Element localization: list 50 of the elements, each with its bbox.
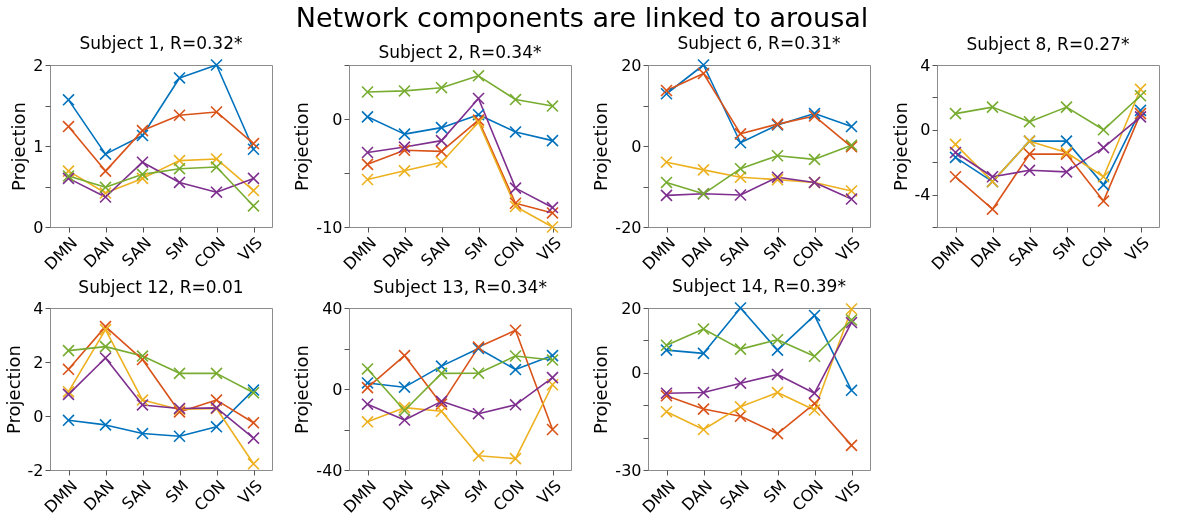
chart-title: Subject 13, R=0.34* — [373, 277, 547, 297]
y-tick-label: 0 — [332, 379, 343, 399]
y-tick-label: -2 — [27, 460, 44, 480]
y-axis-title: Projection — [590, 101, 612, 192]
x-tick-label: SM — [1048, 233, 1080, 264]
x-tick-label: SM — [759, 233, 791, 264]
x-tick-label: SM — [161, 476, 193, 507]
chart-title: Subject 6, R=0.31* — [677, 33, 841, 54]
y-tick-label: 4 — [920, 55, 931, 75]
y-tick-label: 0 — [631, 136, 642, 156]
x-tick-label: VIS — [533, 233, 566, 265]
x-tick-label: SM — [460, 233, 492, 264]
chart-title: Subject 2, R=0.34* — [378, 41, 542, 62]
x-tick-label: VIS — [533, 476, 566, 508]
x-tick-label: VIS — [234, 476, 267, 508]
y-tick-label: 20 — [621, 55, 642, 75]
y-axis-title: Projection — [889, 101, 911, 192]
x-tick-label: SM — [460, 476, 492, 507]
x-tick-label: SM — [161, 233, 193, 264]
x-tick-label: VIS — [234, 233, 267, 265]
chart-title: Subject 12, R=0.01 — [78, 277, 244, 297]
y-tick-label: -20 — [615, 217, 642, 237]
x-tick-label: SM — [759, 476, 791, 507]
chart-title: Subject 14, R=0.39* — [672, 276, 846, 297]
y-tick-label: -30 — [615, 460, 642, 480]
y-tick-label: -40 — [316, 460, 343, 480]
y-tick-label: 0 — [33, 217, 44, 237]
y-axis-title: Projection — [291, 101, 313, 192]
y-tick-label: 1 — [33, 136, 44, 156]
y-tick-label: -4 — [914, 185, 931, 205]
y-tick-label: 40 — [322, 298, 343, 318]
y-tick-label: 0 — [33, 406, 44, 426]
y-tick-label: 2 — [33, 55, 44, 75]
x-tick-label: VIS — [832, 476, 865, 508]
y-tick-label: 0 — [920, 120, 931, 140]
y-axis-title: Projection — [291, 344, 313, 435]
y-tick-label: 4 — [33, 298, 44, 318]
y-axis-title: Projection — [590, 344, 612, 435]
y-axis-title: Projection — [8, 101, 30, 192]
y-tick-label: 20 — [621, 298, 642, 318]
y-tick-label: 0 — [332, 109, 343, 129]
chart-title: Subject 8, R=0.27* — [966, 34, 1130, 54]
y-axis-title: Projection — [2, 344, 24, 435]
y-tick-label: 0 — [631, 363, 642, 383]
chart-title: Subject 1, R=0.32* — [79, 33, 243, 54]
x-tick-label: VIS — [1121, 233, 1154, 265]
x-tick-label: VIS — [832, 233, 865, 265]
y-tick-label: 2 — [33, 352, 44, 372]
y-tick-label: -10 — [316, 217, 343, 237]
text: Network components are linked to arousal — [295, 1, 869, 33]
